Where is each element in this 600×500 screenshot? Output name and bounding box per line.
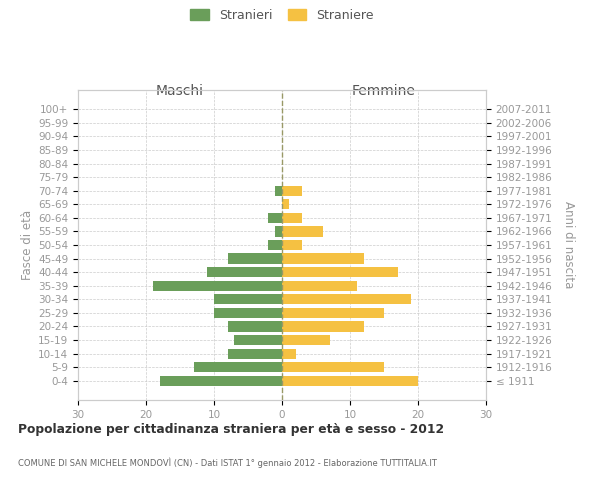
Bar	[214, 308, 282, 318]
Bar	[282, 376, 418, 386]
Bar	[282, 362, 384, 372]
Bar	[227, 348, 282, 358]
Bar	[227, 322, 282, 332]
Bar	[282, 254, 364, 264]
Bar	[282, 226, 323, 236]
Bar	[207, 267, 282, 278]
Legend: Stranieri, Straniere: Stranieri, Straniere	[190, 8, 374, 22]
Bar	[227, 254, 282, 264]
Bar	[282, 267, 398, 278]
Bar	[275, 186, 282, 196]
Text: Femmine: Femmine	[352, 84, 416, 98]
Bar	[282, 186, 302, 196]
Bar	[268, 240, 282, 250]
Bar	[282, 308, 384, 318]
Bar	[282, 294, 411, 304]
Bar	[194, 362, 282, 372]
Bar	[282, 240, 302, 250]
Text: Popolazione per cittadinanza straniera per età e sesso - 2012: Popolazione per cittadinanza straniera p…	[18, 422, 444, 436]
Bar	[275, 226, 282, 236]
Text: COMUNE DI SAN MICHELE MONDOVÌ (CN) - Dati ISTAT 1° gennaio 2012 - Elaborazione T: COMUNE DI SAN MICHELE MONDOVÌ (CN) - Dat…	[18, 458, 437, 468]
Bar	[282, 199, 289, 209]
Bar	[282, 322, 364, 332]
Y-axis label: Anni di nascita: Anni di nascita	[562, 202, 575, 288]
Bar	[282, 348, 296, 358]
Bar	[160, 376, 282, 386]
Bar	[282, 335, 329, 345]
Bar	[268, 212, 282, 223]
Bar	[235, 335, 282, 345]
Bar	[282, 212, 302, 223]
Y-axis label: Fasce di età: Fasce di età	[21, 210, 34, 280]
Bar	[282, 280, 357, 291]
Bar	[214, 294, 282, 304]
Text: Maschi: Maschi	[156, 84, 204, 98]
Bar	[153, 280, 282, 291]
